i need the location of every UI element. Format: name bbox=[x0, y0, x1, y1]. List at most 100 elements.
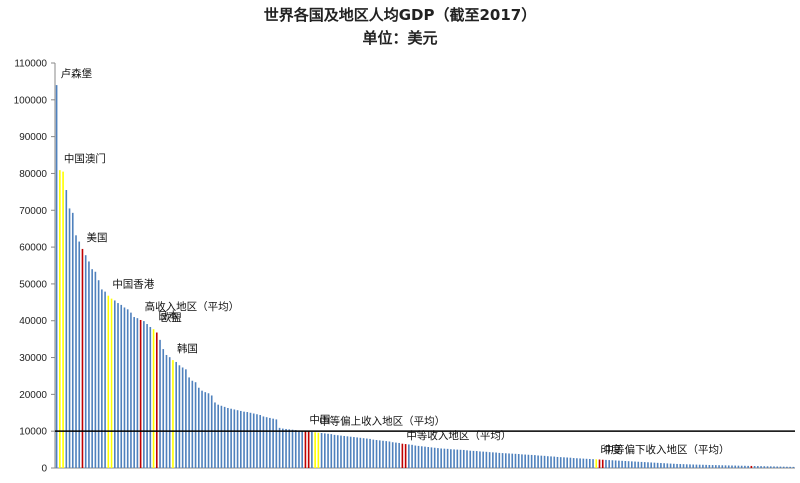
bar bbox=[223, 406, 226, 468]
y-tick-label: 90000 bbox=[19, 132, 47, 143]
bar bbox=[653, 462, 656, 468]
bar bbox=[369, 438, 371, 468]
y-tick-label: 60000 bbox=[19, 243, 47, 254]
bar bbox=[307, 431, 310, 468]
bar bbox=[243, 411, 245, 468]
bar bbox=[601, 459, 604, 468]
bar bbox=[760, 466, 762, 468]
bar bbox=[443, 448, 446, 468]
bar bbox=[550, 456, 552, 468]
bar bbox=[414, 445, 417, 468]
bar bbox=[459, 449, 462, 468]
bar bbox=[391, 442, 394, 468]
bar bbox=[692, 464, 695, 468]
bar bbox=[139, 319, 142, 468]
bar bbox=[278, 427, 281, 468]
bar bbox=[165, 354, 168, 468]
bar bbox=[682, 464, 685, 468]
bar bbox=[543, 455, 546, 468]
bar bbox=[627, 461, 630, 468]
bar bbox=[588, 458, 591, 468]
bar bbox=[197, 387, 200, 468]
bar bbox=[159, 339, 161, 468]
bar bbox=[75, 235, 77, 468]
bar bbox=[689, 464, 691, 468]
bar bbox=[643, 462, 646, 468]
bar bbox=[178, 365, 181, 468]
bar bbox=[81, 248, 84, 468]
bar bbox=[569, 457, 572, 468]
bar bbox=[479, 451, 481, 468]
bar bbox=[249, 412, 252, 468]
bar bbox=[372, 439, 375, 468]
bar bbox=[424, 446, 426, 468]
bar bbox=[786, 466, 788, 468]
bar bbox=[126, 309, 129, 468]
bar bbox=[514, 453, 517, 468]
bar bbox=[773, 466, 775, 468]
bar bbox=[294, 430, 297, 468]
annotation-label: 欧盟 bbox=[161, 312, 182, 324]
bar bbox=[508, 453, 510, 468]
bar bbox=[624, 461, 627, 468]
bar bbox=[404, 444, 407, 468]
bar bbox=[304, 431, 307, 468]
bar bbox=[417, 445, 420, 468]
chart-subtitle: 单位：美元 bbox=[362, 29, 437, 47]
bar bbox=[401, 443, 404, 468]
bar bbox=[782, 466, 785, 468]
bar bbox=[84, 255, 87, 468]
bar bbox=[437, 448, 439, 468]
bar bbox=[101, 289, 103, 468]
bar bbox=[469, 450, 472, 468]
bar bbox=[201, 390, 203, 468]
bar bbox=[524, 454, 526, 468]
bar bbox=[136, 318, 139, 468]
y-tick-label: 110000 bbox=[14, 59, 47, 70]
bar bbox=[336, 435, 339, 468]
annotation-label: 美国 bbox=[86, 231, 107, 244]
bar bbox=[71, 212, 74, 468]
bar bbox=[117, 303, 119, 468]
bar bbox=[146, 324, 148, 468]
bar bbox=[385, 441, 388, 468]
y-axis: 0 10000 20000 30000 40000 50000 60000 70000 8000… bbox=[14, 59, 795, 475]
bar bbox=[517, 454, 520, 468]
bar bbox=[356, 437, 358, 468]
bar bbox=[285, 428, 287, 468]
bar bbox=[120, 304, 123, 468]
bar bbox=[217, 404, 219, 468]
annotation-label: 印度 bbox=[600, 443, 621, 456]
bar bbox=[311, 431, 313, 468]
bar bbox=[230, 408, 232, 468]
bar bbox=[236, 410, 239, 468]
bar bbox=[576, 458, 578, 468]
bar bbox=[456, 449, 459, 468]
bar bbox=[711, 465, 714, 468]
bar bbox=[55, 85, 58, 468]
bar bbox=[592, 459, 594, 468]
bar bbox=[640, 461, 643, 468]
bar bbox=[534, 455, 536, 468]
bar bbox=[462, 449, 465, 468]
bar bbox=[537, 455, 539, 468]
y-tick-label: 50000 bbox=[19, 279, 47, 290]
bar bbox=[366, 438, 368, 468]
bar bbox=[669, 463, 672, 468]
bar bbox=[734, 465, 737, 468]
bar bbox=[747, 465, 749, 468]
bar bbox=[466, 450, 468, 468]
bar bbox=[269, 417, 271, 468]
bar bbox=[288, 429, 291, 468]
bar bbox=[492, 452, 494, 468]
bar bbox=[656, 462, 659, 468]
bar bbox=[673, 463, 675, 468]
bar bbox=[349, 436, 352, 468]
bar bbox=[715, 465, 717, 468]
bar bbox=[501, 453, 504, 468]
bar bbox=[110, 298, 113, 468]
bar bbox=[353, 437, 355, 468]
bar bbox=[408, 444, 410, 468]
bar bbox=[450, 449, 452, 468]
